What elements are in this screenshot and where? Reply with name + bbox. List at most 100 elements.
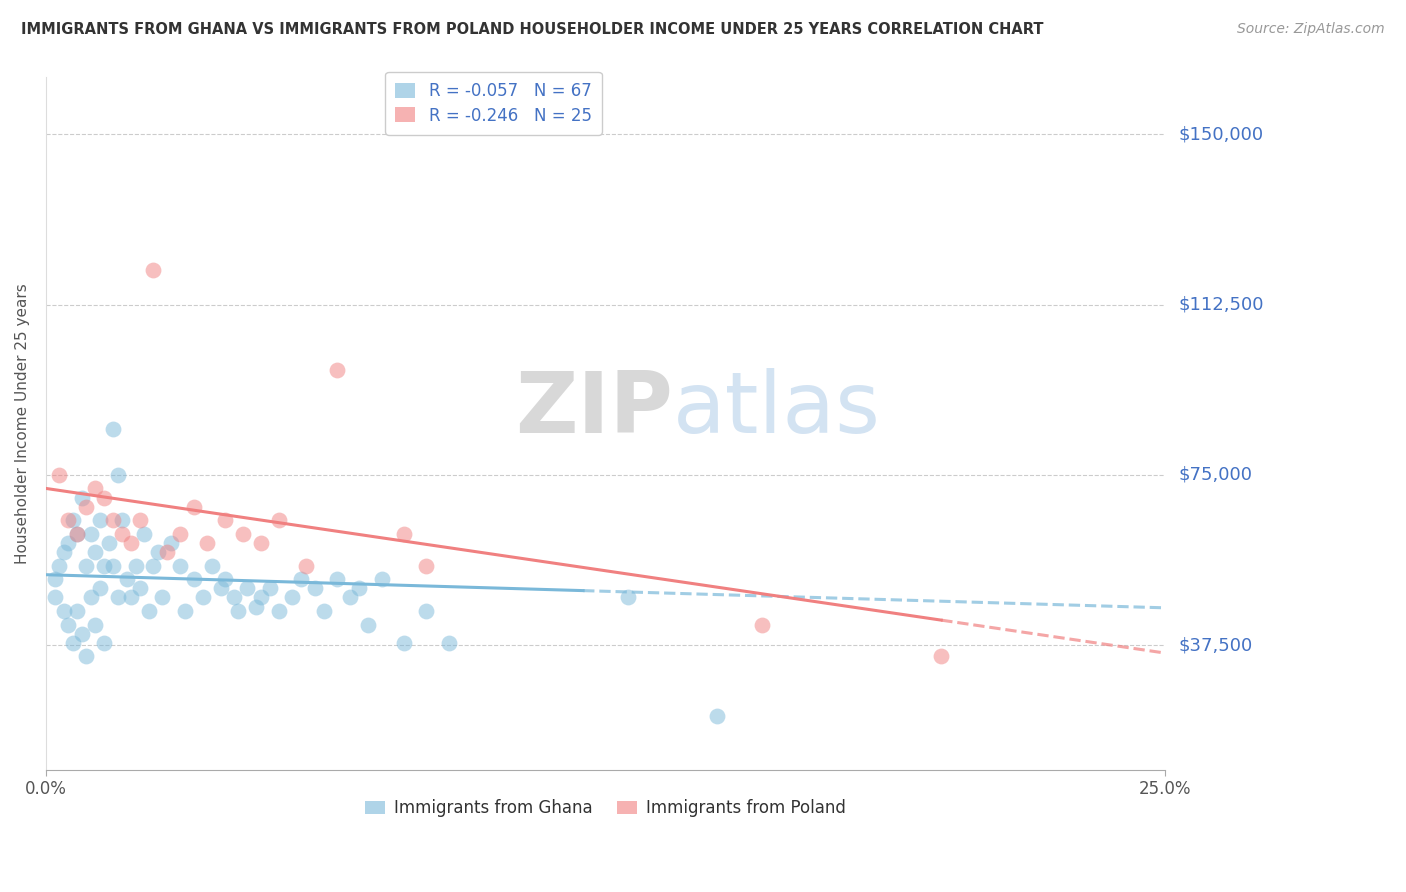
Point bbox=[250, 591, 273, 605]
Point bbox=[58, 536, 80, 550]
Text: $150,000: $150,000 bbox=[1180, 125, 1264, 144]
Point bbox=[250, 536, 273, 550]
Point bbox=[259, 582, 281, 596]
Point bbox=[120, 591, 142, 605]
Point bbox=[89, 582, 111, 596]
Point bbox=[415, 558, 437, 573]
Text: $112,500: $112,500 bbox=[1180, 295, 1264, 313]
Point bbox=[129, 582, 152, 596]
Point bbox=[62, 636, 84, 650]
Point bbox=[245, 599, 267, 614]
Point bbox=[142, 558, 165, 573]
Point bbox=[48, 558, 70, 573]
Point bbox=[281, 591, 304, 605]
Point bbox=[44, 572, 66, 586]
Point bbox=[232, 526, 254, 541]
Point bbox=[66, 526, 89, 541]
Point bbox=[191, 591, 214, 605]
Text: Source: ZipAtlas.com: Source: ZipAtlas.com bbox=[1237, 22, 1385, 37]
Point bbox=[66, 526, 89, 541]
Point bbox=[617, 591, 640, 605]
Point bbox=[138, 604, 160, 618]
Point bbox=[70, 626, 93, 640]
Point bbox=[134, 526, 156, 541]
Point bbox=[183, 500, 205, 514]
Point bbox=[107, 467, 129, 482]
Point bbox=[209, 582, 232, 596]
Point bbox=[115, 572, 138, 586]
Point bbox=[214, 513, 236, 527]
Point bbox=[200, 558, 222, 573]
Point bbox=[294, 558, 316, 573]
Point bbox=[146, 545, 169, 559]
Point bbox=[156, 545, 179, 559]
Point bbox=[236, 582, 259, 596]
Point bbox=[93, 558, 115, 573]
Point bbox=[357, 617, 380, 632]
Point bbox=[267, 604, 290, 618]
Point bbox=[129, 513, 152, 527]
Point bbox=[214, 572, 236, 586]
Point bbox=[101, 422, 124, 436]
Point bbox=[84, 545, 107, 559]
Point bbox=[183, 572, 205, 586]
Point bbox=[437, 636, 460, 650]
Point bbox=[44, 591, 66, 605]
Point bbox=[111, 526, 134, 541]
Legend: Immigrants from Ghana, Immigrants from Poland: Immigrants from Ghana, Immigrants from P… bbox=[359, 793, 852, 824]
Point bbox=[169, 558, 191, 573]
Point bbox=[75, 649, 97, 664]
Point bbox=[339, 591, 361, 605]
Text: atlas: atlas bbox=[672, 368, 880, 451]
Point bbox=[111, 513, 134, 527]
Point bbox=[80, 526, 103, 541]
Point bbox=[97, 536, 120, 550]
Point bbox=[93, 491, 115, 505]
Point bbox=[107, 591, 129, 605]
Text: IMMIGRANTS FROM GHANA VS IMMIGRANTS FROM POLAND HOUSEHOLDER INCOME UNDER 25 YEAR: IMMIGRANTS FROM GHANA VS IMMIGRANTS FROM… bbox=[21, 22, 1043, 37]
Point bbox=[66, 604, 89, 618]
Point bbox=[93, 636, 115, 650]
Point bbox=[304, 582, 326, 596]
Text: ZIP: ZIP bbox=[515, 368, 672, 451]
Point bbox=[150, 591, 173, 605]
Point bbox=[58, 513, 80, 527]
Point bbox=[101, 558, 124, 573]
Point bbox=[195, 536, 218, 550]
Text: $37,500: $37,500 bbox=[1180, 636, 1253, 654]
Point bbox=[52, 604, 75, 618]
Point bbox=[392, 636, 415, 650]
Point bbox=[52, 545, 75, 559]
Point bbox=[62, 513, 84, 527]
Point bbox=[160, 536, 183, 550]
Point bbox=[392, 526, 415, 541]
Point bbox=[89, 513, 111, 527]
Point bbox=[267, 513, 290, 527]
Point bbox=[70, 491, 93, 505]
Point bbox=[326, 363, 349, 377]
Point bbox=[124, 558, 146, 573]
Y-axis label: Householder Income Under 25 years: Householder Income Under 25 years bbox=[15, 284, 30, 564]
Point bbox=[75, 500, 97, 514]
Text: $75,000: $75,000 bbox=[1180, 466, 1253, 483]
Point bbox=[101, 513, 124, 527]
Point bbox=[142, 263, 165, 277]
Point bbox=[58, 617, 80, 632]
Point bbox=[415, 604, 437, 618]
Point bbox=[48, 467, 70, 482]
Point bbox=[84, 482, 107, 496]
Point bbox=[751, 617, 773, 632]
Point bbox=[706, 708, 728, 723]
Point bbox=[312, 604, 335, 618]
Point bbox=[169, 526, 191, 541]
Point bbox=[173, 604, 195, 618]
Point bbox=[290, 572, 312, 586]
Point bbox=[80, 591, 103, 605]
Point bbox=[370, 572, 392, 586]
Point bbox=[349, 582, 371, 596]
Point bbox=[228, 604, 250, 618]
Point bbox=[326, 572, 349, 586]
Point bbox=[75, 558, 97, 573]
Point bbox=[84, 617, 107, 632]
Point bbox=[929, 649, 952, 664]
